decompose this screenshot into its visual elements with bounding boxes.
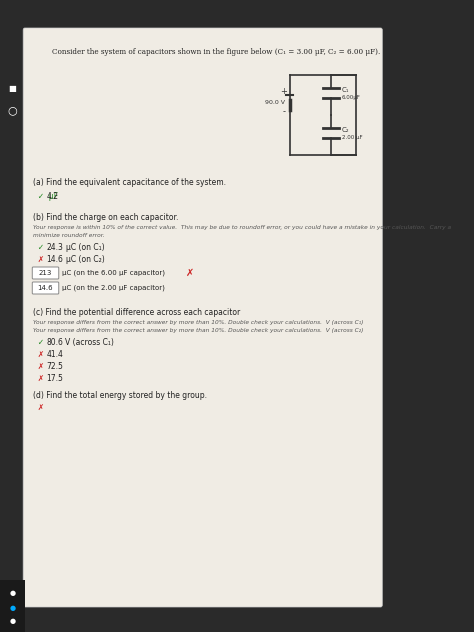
- Text: ✓: ✓: [33, 243, 44, 252]
- Text: Your response is within 10% of the correct value.  This may be due to roundoff e: Your response is within 10% of the corre…: [33, 225, 451, 230]
- Text: 4.2: 4.2: [46, 192, 58, 201]
- Text: ✓: ✓: [33, 338, 44, 347]
- Text: 17.5: 17.5: [46, 374, 63, 383]
- Text: (d) Find the total energy stored by the group.: (d) Find the total energy stored by the …: [33, 391, 207, 400]
- FancyBboxPatch shape: [32, 267, 59, 279]
- Text: 80.6: 80.6: [46, 338, 63, 347]
- Text: μC (on C₁): μC (on C₁): [66, 243, 105, 252]
- Text: (a) Find the equivalent capacitance of the system.: (a) Find the equivalent capacitance of t…: [33, 178, 226, 187]
- Text: μC (on the 6.00 μF capacitor): μC (on the 6.00 μF capacitor): [62, 270, 165, 276]
- Text: 6.00μF: 6.00μF: [342, 95, 361, 100]
- Bar: [0, 580, 25, 632]
- Text: ✗: ✗: [33, 350, 44, 359]
- Text: ✗: ✗: [33, 255, 44, 264]
- Text: μC (on C₂): μC (on C₂): [66, 255, 105, 264]
- Text: V (across C₁): V (across C₁): [64, 338, 113, 347]
- Text: ✗: ✗: [33, 403, 44, 412]
- Text: ✗: ✗: [186, 268, 194, 278]
- Text: -: -: [283, 107, 285, 116]
- Text: C₂: C₂: [342, 127, 349, 133]
- Text: μC (on the 2.00 μF capacitor): μC (on the 2.00 μF capacitor): [62, 285, 165, 291]
- Text: +: +: [281, 87, 287, 97]
- Text: 24.3: 24.3: [46, 243, 63, 252]
- Text: 14.6: 14.6: [38, 285, 53, 291]
- Text: ○: ○: [8, 105, 17, 115]
- Text: ■: ■: [9, 83, 16, 92]
- Text: Consider the system of capacitors shown in the figure below (C₁ = 3.00 μF, C₂ = : Consider the system of capacitors shown …: [53, 48, 381, 56]
- FancyBboxPatch shape: [32, 282, 59, 294]
- Text: 90.0 V: 90.0 V: [265, 100, 285, 106]
- Text: ●: ●: [9, 618, 16, 624]
- Text: 213: 213: [39, 270, 52, 276]
- Text: ✗: ✗: [33, 374, 44, 383]
- Text: ●: ●: [9, 605, 16, 611]
- Text: ✓  μF: ✓ μF: [33, 192, 58, 201]
- Text: C₁: C₁: [342, 87, 349, 93]
- FancyBboxPatch shape: [23, 28, 383, 607]
- Text: Your response differs from the correct answer by more than 10%. Double check you: Your response differs from the correct a…: [33, 320, 364, 325]
- Text: 72.5: 72.5: [46, 362, 63, 371]
- Text: 14.6: 14.6: [46, 255, 63, 264]
- Text: 41.4: 41.4: [46, 350, 63, 359]
- Text: ●: ●: [9, 590, 16, 596]
- Text: (c) Find the potential difference across each capacitor: (c) Find the potential difference across…: [33, 308, 240, 317]
- Text: ✗: ✗: [33, 362, 44, 371]
- Text: 2.00 μF: 2.00 μF: [342, 135, 363, 140]
- Text: Your response differs from the correct answer by more than 10%. Double check you: Your response differs from the correct a…: [33, 328, 364, 333]
- Text: (b) Find the charge on each capacitor.: (b) Find the charge on each capacitor.: [33, 213, 179, 222]
- Text: minimize roundoff error.: minimize roundoff error.: [33, 233, 105, 238]
